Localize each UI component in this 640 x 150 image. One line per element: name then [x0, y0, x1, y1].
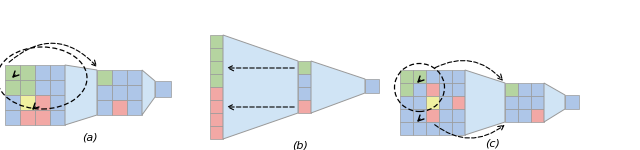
Bar — [565, 95, 579, 109]
Bar — [505, 96, 518, 109]
Polygon shape — [311, 61, 365, 113]
Bar — [413, 109, 426, 122]
Bar — [298, 87, 311, 100]
Bar — [155, 81, 171, 97]
Bar — [400, 70, 413, 83]
Bar — [210, 48, 223, 61]
Bar — [210, 74, 223, 87]
Bar — [210, 100, 223, 113]
Bar — [439, 122, 452, 135]
Bar — [531, 96, 544, 109]
Text: (c): (c) — [485, 139, 500, 149]
Bar — [20, 95, 35, 110]
Bar — [531, 109, 544, 122]
Bar — [426, 70, 439, 83]
Text: (b): (b) — [292, 141, 308, 150]
Bar — [127, 70, 142, 85]
Bar — [97, 85, 112, 100]
Polygon shape — [544, 83, 565, 122]
Polygon shape — [223, 35, 298, 139]
Bar — [35, 65, 50, 80]
Bar — [97, 70, 112, 85]
Polygon shape — [65, 65, 97, 125]
Bar — [210, 87, 223, 100]
Bar — [210, 113, 223, 126]
Bar — [298, 100, 311, 113]
Bar — [452, 70, 465, 83]
Bar — [35, 80, 50, 95]
Bar — [50, 110, 65, 125]
Bar — [5, 80, 20, 95]
Bar — [413, 122, 426, 135]
Bar — [439, 96, 452, 109]
Bar — [439, 70, 452, 83]
Polygon shape — [465, 70, 505, 135]
Bar — [413, 83, 426, 96]
Bar — [426, 83, 439, 96]
Bar — [127, 100, 142, 115]
Bar — [505, 83, 518, 96]
Bar — [5, 95, 20, 110]
Bar — [452, 96, 465, 109]
Bar — [413, 96, 426, 109]
Bar — [518, 109, 531, 122]
Bar — [20, 80, 35, 95]
Bar — [365, 79, 379, 93]
Bar — [35, 95, 50, 110]
Bar — [112, 85, 127, 100]
Bar — [400, 83, 413, 96]
Bar — [439, 83, 452, 96]
Bar — [50, 65, 65, 80]
Bar — [20, 65, 35, 80]
Bar — [298, 61, 311, 74]
Bar — [20, 110, 35, 125]
Bar — [400, 122, 413, 135]
Bar — [50, 80, 65, 95]
Bar — [400, 96, 413, 109]
Bar — [112, 70, 127, 85]
Bar — [97, 100, 112, 115]
Bar — [413, 70, 426, 83]
Bar — [426, 109, 439, 122]
Bar — [210, 61, 223, 74]
Bar — [518, 83, 531, 96]
Bar — [452, 83, 465, 96]
Bar — [426, 122, 439, 135]
Bar — [127, 85, 142, 100]
Bar — [439, 109, 452, 122]
Bar — [400, 109, 413, 122]
Bar — [298, 74, 311, 87]
Bar — [518, 96, 531, 109]
Bar — [452, 122, 465, 135]
Bar — [112, 100, 127, 115]
Bar — [210, 126, 223, 139]
Bar — [5, 65, 20, 80]
Text: (a): (a) — [82, 133, 98, 143]
Bar — [210, 35, 223, 48]
Bar — [426, 96, 439, 109]
Bar — [531, 83, 544, 96]
Bar — [452, 109, 465, 122]
Bar — [5, 110, 20, 125]
Polygon shape — [142, 70, 155, 115]
Bar — [50, 95, 65, 110]
Bar — [35, 110, 50, 125]
Bar — [505, 109, 518, 122]
